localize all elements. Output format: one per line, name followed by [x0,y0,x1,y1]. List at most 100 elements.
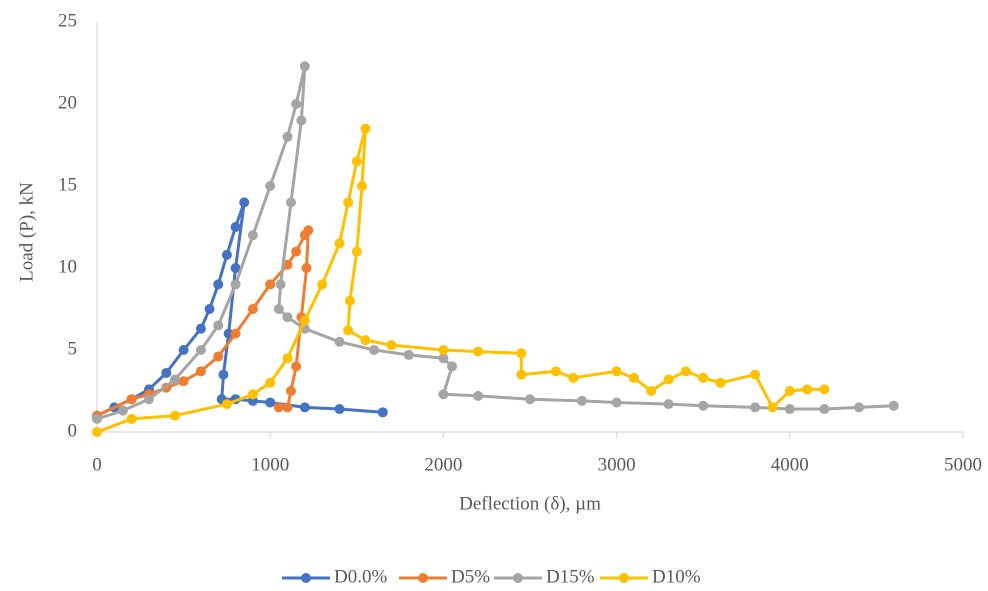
data-point [344,295,355,306]
data-point [343,325,354,336]
data-point [275,279,286,290]
data-point [247,230,258,241]
legend-label: D0.0% [334,566,387,587]
series-line [96,65,894,421]
data-point [213,351,224,362]
y-tick-label: 10 [58,256,77,277]
data-point [273,304,284,314]
data-point [230,263,241,273]
data-point [351,246,362,257]
data-point [178,345,189,355]
y-tick-label: 20 [58,92,77,113]
data-point [784,404,795,415]
data-point [265,397,276,408]
data-point [143,394,154,405]
data-point [438,389,449,400]
x-tick-label: 1000 [251,454,289,475]
data-point [92,427,102,437]
data-point [299,402,310,413]
data-point [611,366,622,377]
data-point [126,394,137,405]
data-point [317,279,328,290]
data-point [377,407,388,418]
data-point [299,61,310,72]
data-point [285,386,296,396]
data-point [888,400,899,411]
data-point [247,304,258,314]
legend-marker [418,573,428,583]
data-point [303,225,314,236]
data-point [265,181,276,191]
data-point [334,404,345,415]
data-point [715,377,726,388]
data-point [516,348,527,359]
data-point [334,238,345,249]
x-tick-label: 2000 [424,454,462,475]
legend-label: D10% [652,566,701,587]
data-point [296,115,307,126]
data-point [221,399,232,410]
data-point [204,304,215,314]
data-point [195,366,206,377]
data-point [230,328,241,339]
y-axis-label: Load (P), kN [16,182,37,282]
data-point [360,335,371,346]
data-point [854,402,865,413]
data-point [646,386,657,396]
data-point [525,394,535,405]
data-point [117,405,128,416]
data-point [351,156,362,167]
legend-marker [513,573,523,583]
series-line [96,128,825,434]
data-point [221,249,232,260]
data-point [282,402,293,413]
data-point [447,361,458,372]
data-point [750,369,761,380]
data-point [819,404,830,415]
data-point [291,361,302,372]
data-point [628,372,639,383]
y-tick-label: 0 [68,420,78,441]
data-point [178,376,189,387]
data-point [213,320,224,331]
data-point [576,395,587,406]
data-point [265,377,276,388]
y-tick-label: 25 [58,10,77,31]
data-point [273,402,284,413]
legend-marker [301,573,311,583]
x-axis-label: Deflection (δ), µm [459,493,601,514]
data-point [169,410,180,421]
data-point [767,402,778,413]
data-point [239,197,250,208]
data-point [663,399,674,410]
y-tick-label: 15 [58,174,77,195]
data-point [265,279,276,290]
data-point [230,279,241,290]
data-point [92,413,102,424]
data-point [360,123,371,134]
legend-marker [619,573,629,583]
data-point [301,263,312,273]
data-point [403,349,414,360]
data-point [282,353,293,364]
legend-label: D5% [451,566,490,587]
data-point [285,197,296,208]
data-point [169,374,180,385]
data-point [223,328,234,339]
data-point [568,372,579,383]
data-point [282,312,293,323]
data-point [213,279,224,290]
data-point [473,390,484,401]
data-point [698,400,709,411]
data-point [195,323,206,334]
data-point [369,345,380,355]
data-point [334,336,345,347]
data-point [126,413,137,424]
data-point [473,346,484,357]
data-point [230,222,241,232]
data-point [282,131,293,142]
data-point [356,181,367,191]
data-point [550,366,561,377]
data-point [698,372,709,383]
data-point [247,389,258,400]
